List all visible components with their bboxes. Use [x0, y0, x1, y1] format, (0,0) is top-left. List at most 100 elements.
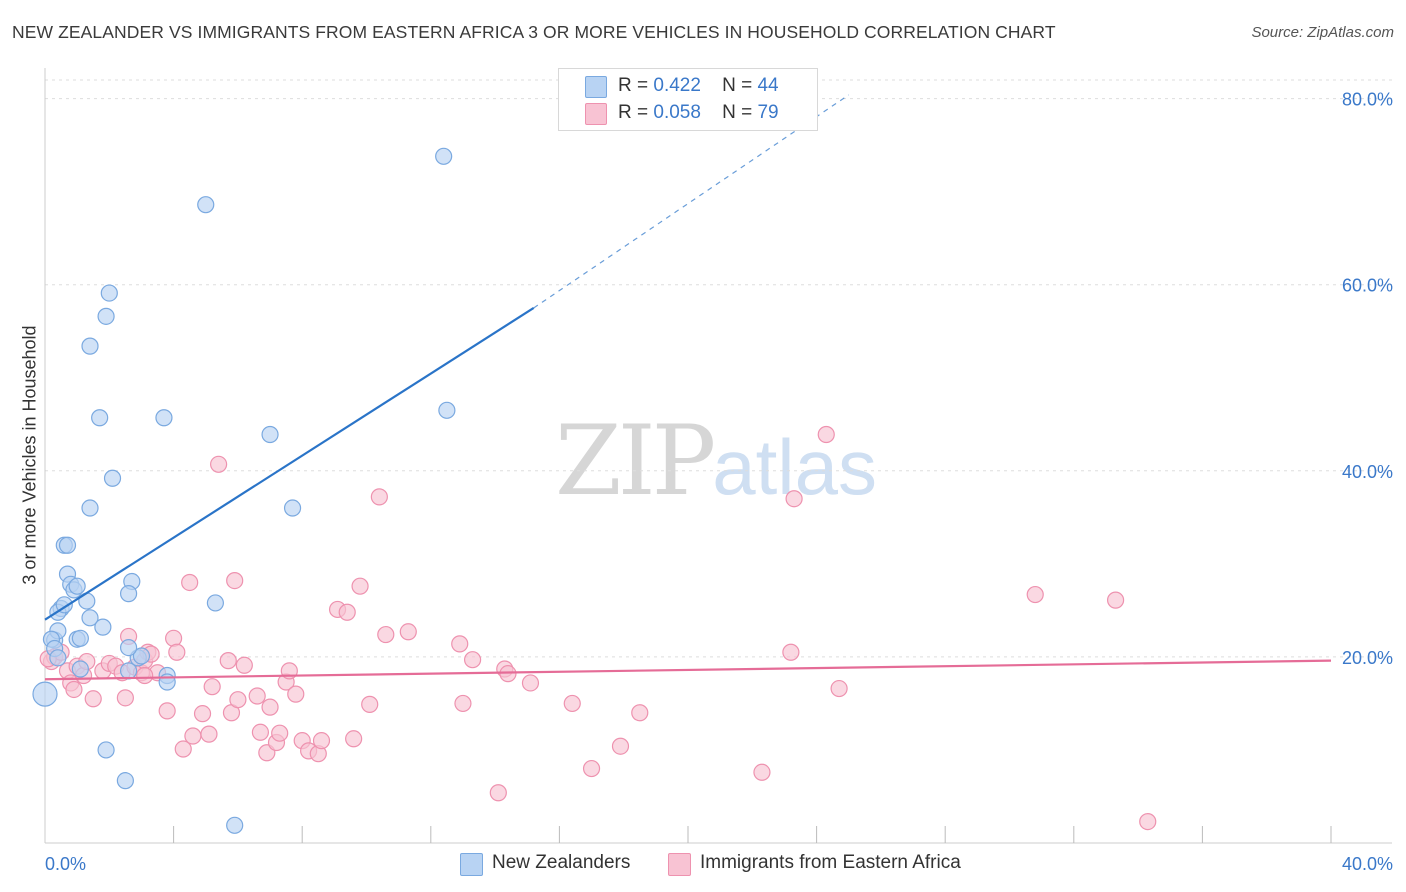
new-zealander-point: [226, 816, 244, 834]
bottom-legend-label: New Zealanders: [492, 852, 631, 873]
new-zealander-point: [119, 585, 138, 603]
eastern-africa-point: [181, 573, 199, 592]
eastern-africa-point: [65, 680, 83, 699]
eastern-africa-point: [261, 698, 279, 716]
new-zealander-point: [68, 577, 86, 595]
legend-r-value: 0.422: [653, 75, 701, 96]
eastern-africa-point: [226, 572, 244, 590]
new-zealander-point: [91, 409, 109, 427]
new-zealander-point: [103, 469, 122, 487]
eastern-africa-point: [193, 705, 212, 723]
watermark: ZIPatlas: [555, 405, 877, 517]
bottom-legend-swatch-pink: [668, 853, 691, 876]
eastern-africa-point: [174, 740, 192, 758]
legend-n-label: N =: [722, 102, 753, 123]
eastern-africa-point: [830, 679, 848, 698]
new-zealander-point: [97, 307, 115, 325]
eastern-africa-point: [184, 727, 202, 745]
eastern-africa-point: [210, 455, 228, 473]
new-zealander-point: [283, 499, 302, 517]
eastern-africa-point: [753, 763, 771, 781]
legend-r-label: R =: [618, 75, 649, 96]
eastern-africa-point: [785, 490, 803, 508]
legend-r-value: 0.058: [653, 102, 701, 123]
eastern-africa-point: [817, 425, 835, 444]
eastern-africa-point: [248, 687, 266, 705]
new-zealander-point: [119, 638, 138, 657]
eastern-africa-point: [451, 635, 469, 653]
eastern-africa-point: [377, 625, 395, 644]
eastern-africa-point: [370, 488, 388, 506]
eastern-africa-point: [158, 702, 176, 720]
new-zealander-point: [155, 409, 173, 427]
eastern-africa-point: [84, 690, 102, 708]
eastern-africa-point: [399, 623, 417, 641]
new-zealander-point: [58, 536, 77, 554]
new-zealander-point: [116, 772, 134, 790]
new-zealander-point: [261, 425, 279, 444]
new-zealander-point: [435, 147, 453, 165]
new-zealander-point: [32, 681, 58, 707]
eastern-africa-point: [1106, 591, 1125, 609]
y-axis-label: 3 or more Vehicles in Household: [19, 325, 40, 585]
legend-n-value: 44: [757, 75, 779, 96]
eastern-africa-trendline: [44, 659, 1332, 681]
legend-n-value: 79: [757, 102, 779, 123]
eastern-africa-point: [312, 732, 331, 750]
eastern-africa-point: [463, 651, 482, 669]
eastern-africa-point: [219, 652, 237, 670]
new-zealander-point: [81, 609, 99, 627]
eastern-africa-point: [361, 695, 379, 713]
y-tick-label: 40.0%: [1342, 462, 1393, 482]
eastern-africa-point: [563, 694, 581, 713]
legend-swatch-blue: [585, 76, 607, 98]
new-zealander-point: [71, 660, 89, 678]
eastern-africa-point: [611, 737, 630, 755]
eastern-africa-point: [116, 689, 134, 707]
eastern-africa-point: [287, 685, 305, 703]
bottom-legend-swatch-blue: [460, 853, 483, 876]
eastern-africa-point: [203, 678, 221, 696]
bottom-legend-label: Immigrants from Eastern Africa: [700, 852, 961, 873]
eastern-africa-point: [271, 724, 289, 742]
new-zealander-trend-extension: [533, 94, 850, 309]
new-zealander-point: [49, 649, 67, 667]
eastern-africa-point: [489, 784, 507, 802]
new-zealander-point: [97, 741, 115, 759]
eastern-africa-point: [631, 704, 649, 722]
new-zealander-point: [132, 647, 151, 665]
eastern-africa-point: [345, 730, 363, 748]
eastern-africa-point: [251, 723, 270, 741]
y-tick-label: 60.0%: [1342, 276, 1393, 296]
eastern-africa-point: [165, 629, 183, 647]
legend-n-label: N =: [722, 75, 753, 96]
new-zealander-point: [197, 196, 215, 214]
eastern-africa-point: [1139, 812, 1157, 831]
new-zealander-point: [94, 618, 112, 636]
new-zealander-point: [206, 594, 224, 612]
x-tick-label: 40.0%: [1342, 854, 1393, 874]
eastern-africa-point: [229, 691, 247, 709]
eastern-africa-point: [521, 674, 540, 692]
eastern-africa-point: [782, 643, 800, 661]
y-tick-label: 80.0%: [1342, 90, 1393, 110]
legend-swatch-pink: [585, 103, 607, 125]
y-tick-label: 20.0%: [1342, 648, 1393, 668]
eastern-africa-point: [351, 577, 369, 595]
eastern-africa-point: [136, 666, 154, 685]
eastern-africa-point: [235, 656, 253, 674]
new-zealander-point: [81, 337, 99, 355]
eastern-africa-point: [168, 643, 186, 661]
eastern-africa-point: [1026, 585, 1044, 604]
eastern-africa-point: [200, 725, 218, 743]
stats-legend: R = 0.422 N = 44 R = 0.058 N = 79: [558, 68, 818, 131]
eastern-africa-point: [582, 759, 601, 778]
new-zealander-point: [71, 629, 89, 647]
eastern-africa-point: [454, 694, 472, 713]
new-zealander-point: [81, 499, 99, 517]
source-label: Source: ZipAtlas.com: [1251, 24, 1394, 41]
chart-title: NEW ZEALANDER VS IMMIGRANTS FROM EASTERN…: [12, 22, 1056, 42]
watermark-zip: ZIP: [555, 405, 716, 517]
x-tick-label: 0.0%: [45, 854, 86, 874]
